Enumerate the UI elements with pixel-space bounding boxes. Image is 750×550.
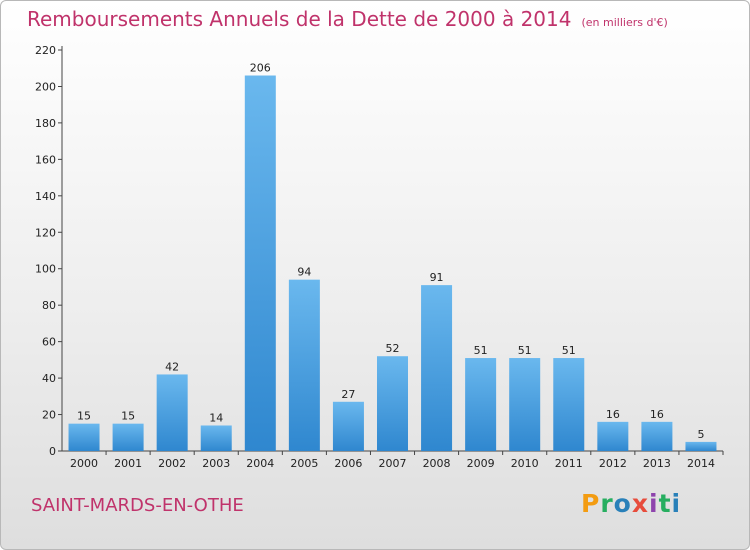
x-tick-label: 2001 — [114, 457, 142, 470]
bar-value-label: 5 — [697, 428, 704, 441]
bar-value-label: 206 — [250, 62, 271, 75]
bar-value-label: 15 — [121, 410, 135, 423]
logo-letter: o — [613, 489, 632, 518]
y-tick-label: 140 — [35, 190, 56, 203]
x-tick-label: 2004 — [246, 457, 274, 470]
bar — [421, 285, 453, 451]
bar — [156, 374, 188, 451]
x-tick-label: 2006 — [334, 457, 362, 470]
bar — [685, 441, 717, 451]
x-tick-label: 2007 — [379, 457, 407, 470]
y-tick-label: 100 — [35, 263, 56, 276]
bar-value-label: 91 — [430, 271, 444, 284]
commune-name: SAINT-MARDS-EN-OTHE — [31, 495, 244, 516]
bar — [332, 401, 364, 451]
y-tick-label: 180 — [35, 117, 56, 130]
bar-value-label: 16 — [650, 408, 664, 421]
bar-value-label: 42 — [165, 360, 179, 373]
bar-value-label: 51 — [474, 344, 488, 357]
bar — [244, 75, 276, 451]
bar — [553, 358, 585, 451]
bar-value-label: 16 — [606, 408, 620, 421]
bar — [641, 421, 673, 451]
bar — [68, 423, 100, 451]
x-tick-label: 2005 — [290, 457, 318, 470]
bar — [597, 421, 629, 451]
x-tick-label: 2002 — [158, 457, 186, 470]
x-tick-label: 2010 — [511, 457, 539, 470]
logo-letter: i — [671, 489, 682, 518]
bar — [465, 358, 497, 451]
logo-letter: r — [600, 489, 614, 518]
logo-letter: x — [631, 489, 649, 518]
logo-letter: P — [581, 489, 601, 518]
chart-subtitle: (en milliers d'€) — [581, 16, 668, 29]
y-tick-label: 0 — [49, 445, 56, 458]
y-tick-label: 160 — [35, 153, 56, 166]
x-tick-label: 2013 — [643, 457, 671, 470]
chart-title: Remboursements Annuels de la Dette de 20… — [27, 7, 668, 31]
proxiti-logo: Proxiti — [581, 489, 681, 518]
bar-value-label: 14 — [209, 411, 223, 424]
x-tick-label: 2000 — [70, 457, 98, 470]
x-tick-label: 2012 — [599, 457, 627, 470]
chart-labels: 15 2000 15 2001 42 2002 14 2003 206 2004 94 2005 27 2… — [70, 62, 715, 470]
chart-title-text: Remboursements Annuels de la Dette de 20… — [27, 7, 572, 31]
y-tick-label: 60 — [42, 336, 56, 349]
bar-value-label: 27 — [341, 388, 355, 401]
x-tick-label: 2011 — [555, 457, 583, 470]
y-tick-label: 200 — [35, 80, 56, 93]
y-tick-label: 80 — [42, 299, 56, 312]
bar-value-label: 94 — [297, 266, 311, 279]
x-tick-label: 2014 — [687, 457, 715, 470]
y-tick-label: 120 — [35, 226, 56, 239]
logo-letter: i — [649, 489, 659, 518]
chart-bars — [68, 75, 717, 451]
bar — [200, 425, 232, 451]
y-tick-label: 40 — [42, 372, 56, 385]
bar — [112, 423, 144, 451]
bar-value-label: 51 — [562, 344, 576, 357]
y-tick-label: 220 — [35, 44, 56, 57]
logo-letter: t — [658, 489, 672, 518]
bar — [288, 279, 320, 451]
x-tick-label: 2003 — [202, 457, 230, 470]
x-tick-label: 2009 — [467, 457, 495, 470]
x-tick-label: 2008 — [423, 457, 451, 470]
bar — [377, 356, 408, 451]
bar-value-label: 52 — [386, 342, 400, 355]
bar-value-label: 15 — [77, 410, 91, 423]
bar — [509, 358, 541, 451]
bar-value-label: 51 — [518, 344, 532, 357]
y-tick-label: 20 — [42, 409, 56, 422]
